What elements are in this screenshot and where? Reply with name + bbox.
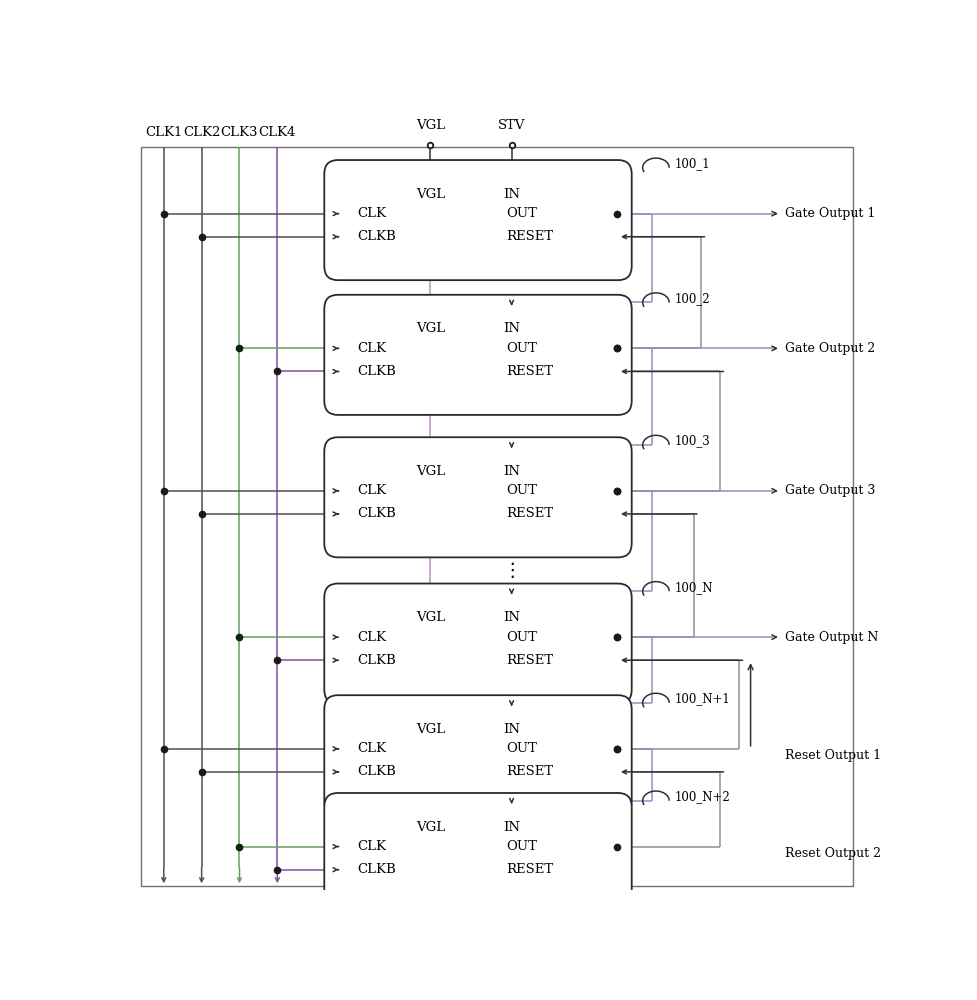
Text: OUT: OUT [506,484,537,497]
FancyBboxPatch shape [324,437,632,557]
Text: Gate Output 2: Gate Output 2 [785,342,874,355]
Text: CLK3: CLK3 [221,126,258,139]
Text: Reset Output 2: Reset Output 2 [785,847,880,860]
Text: RESET: RESET [506,654,553,667]
Text: Reset Output 1: Reset Output 1 [785,749,881,762]
Text: OUT: OUT [506,207,537,220]
Text: CLKB: CLKB [358,863,397,876]
Text: VGL: VGL [416,611,445,624]
Text: 100_2: 100_2 [675,292,710,305]
Text: 100_3: 100_3 [675,435,710,448]
Text: Gate Output 3: Gate Output 3 [785,484,875,497]
Text: VGL: VGL [416,322,445,335]
Text: CLK: CLK [358,742,387,755]
Text: VGL: VGL [416,465,445,478]
Text: CLK: CLK [358,631,387,644]
Text: 100_N: 100_N [675,581,713,594]
Text: CLKB: CLKB [358,365,397,378]
Text: CLK4: CLK4 [259,126,296,139]
Text: STV: STV [498,119,526,132]
Text: IN: IN [503,322,520,335]
Text: ⋮: ⋮ [502,561,522,580]
Text: RESET: RESET [506,863,553,876]
Text: RESET: RESET [506,230,553,243]
Text: OUT: OUT [506,840,537,853]
Text: OUT: OUT [506,342,537,355]
Text: OUT: OUT [506,742,537,755]
Text: RESET: RESET [506,507,553,520]
Text: CLK: CLK [358,840,387,853]
FancyBboxPatch shape [324,295,632,415]
Text: Gate Output N: Gate Output N [785,631,878,644]
Text: CLK: CLK [358,207,387,220]
Text: IN: IN [503,821,520,834]
Text: VGL: VGL [416,188,445,201]
Text: CLK2: CLK2 [183,126,221,139]
FancyBboxPatch shape [324,160,632,280]
Text: Gate Output 1: Gate Output 1 [785,207,875,220]
Text: RESET: RESET [506,365,553,378]
Text: CLKB: CLKB [358,507,397,520]
Text: IN: IN [503,465,520,478]
FancyBboxPatch shape [324,695,632,815]
Text: CLKB: CLKB [358,230,397,243]
Text: OUT: OUT [506,631,537,644]
Text: CLKB: CLKB [358,765,397,778]
Text: IN: IN [503,188,520,201]
Text: CLKB: CLKB [358,654,397,667]
FancyBboxPatch shape [324,584,632,704]
Text: 100_N+2: 100_N+2 [675,790,731,803]
Text: VGL: VGL [416,723,445,736]
Text: VGL: VGL [416,821,445,834]
Text: 100_1: 100_1 [675,157,710,170]
Text: IN: IN [503,611,520,624]
Text: CLK: CLK [358,484,387,497]
Text: RESET: RESET [506,765,553,778]
Text: 100_N+1: 100_N+1 [675,693,731,706]
Text: VGL: VGL [416,119,445,132]
Text: CLK1: CLK1 [145,126,183,139]
Text: IN: IN [503,723,520,736]
FancyBboxPatch shape [324,793,632,913]
Text: CLK: CLK [358,342,387,355]
